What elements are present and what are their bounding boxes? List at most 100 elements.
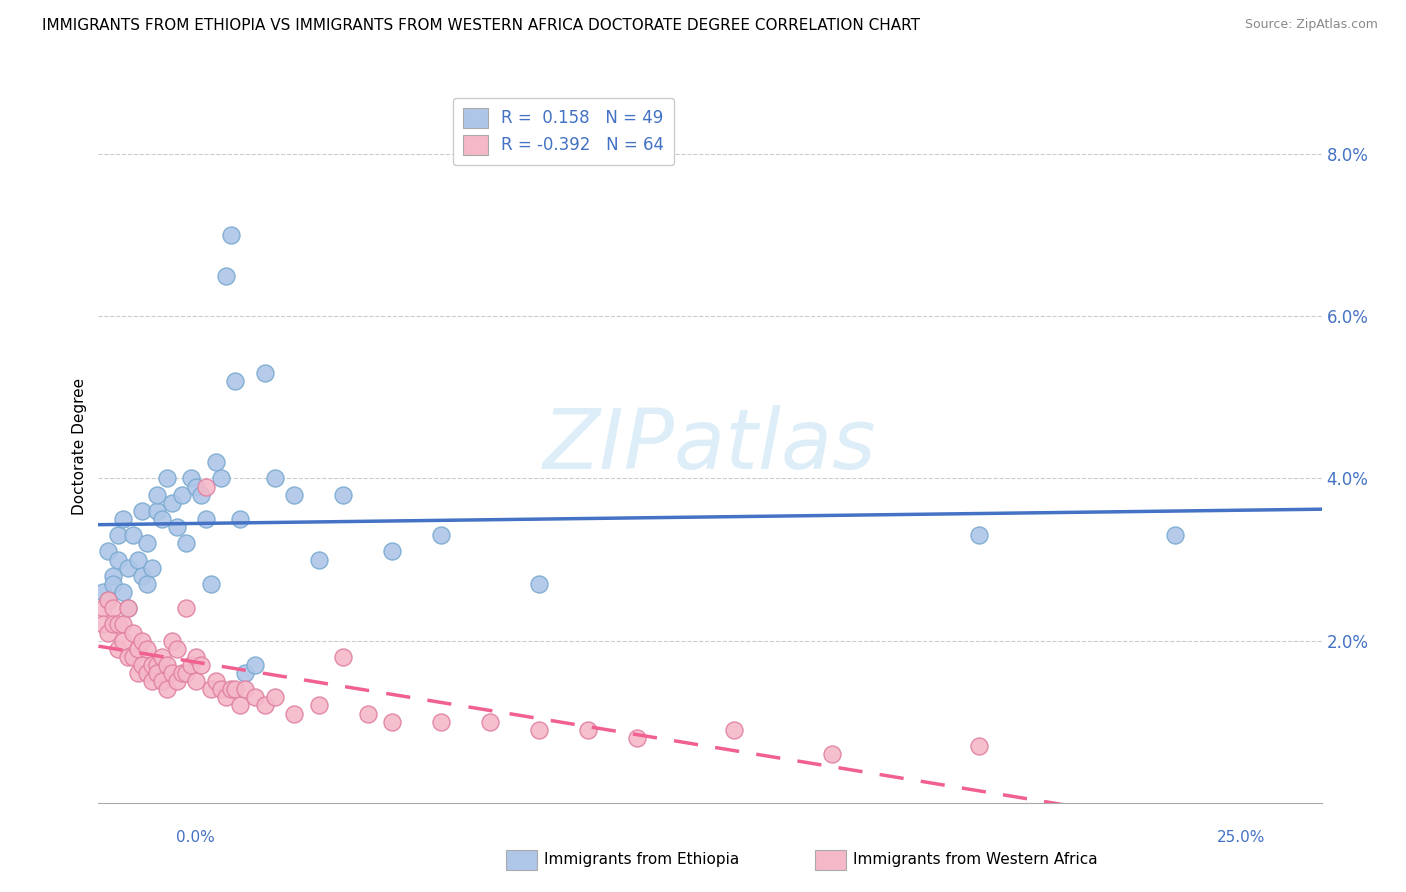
Point — [131, 568, 153, 582]
Point — [150, 674, 173, 689]
Point — [136, 641, 159, 656]
Point — [127, 666, 149, 681]
Point — [229, 698, 252, 713]
Point — [131, 657, 153, 672]
Point — [200, 682, 222, 697]
Point — [967, 739, 990, 753]
Point — [107, 528, 129, 542]
Point — [253, 366, 276, 380]
Point — [190, 657, 212, 672]
Point — [146, 657, 169, 672]
Point — [160, 633, 183, 648]
Point — [97, 593, 120, 607]
Point — [111, 512, 134, 526]
Point — [190, 488, 212, 502]
Point — [136, 536, 159, 550]
Point — [107, 641, 129, 656]
Point — [224, 374, 246, 388]
Point — [283, 706, 305, 721]
Point — [97, 625, 120, 640]
Point — [91, 601, 114, 615]
Point — [263, 471, 285, 485]
Point — [219, 228, 242, 243]
Point — [195, 479, 218, 493]
Point — [146, 504, 169, 518]
Point — [626, 731, 648, 745]
Point — [214, 690, 236, 705]
Point — [243, 690, 266, 705]
Text: 0.0%: 0.0% — [176, 830, 215, 845]
Point — [131, 633, 153, 648]
Point — [121, 528, 143, 542]
Point — [233, 682, 256, 697]
Point — [156, 471, 179, 485]
Point — [186, 479, 208, 493]
Point — [141, 674, 163, 689]
Point — [229, 512, 252, 526]
Point — [107, 552, 129, 566]
Point — [97, 593, 120, 607]
Point — [101, 601, 124, 615]
Point — [1164, 528, 1187, 542]
Point — [356, 706, 378, 721]
Point — [224, 682, 246, 697]
Point — [136, 577, 159, 591]
Point — [263, 690, 285, 705]
Point — [186, 674, 208, 689]
Point — [186, 649, 208, 664]
Legend: R =  0.158   N = 49, R = -0.392   N = 64: R = 0.158 N = 49, R = -0.392 N = 64 — [453, 97, 673, 165]
Point — [243, 657, 266, 672]
Point — [101, 577, 124, 591]
Point — [101, 568, 124, 582]
Point — [253, 698, 276, 713]
Point — [160, 496, 183, 510]
Point — [91, 617, 114, 632]
Point — [478, 714, 501, 729]
Point — [180, 471, 202, 485]
Point — [127, 641, 149, 656]
Text: ZIPatlas: ZIPatlas — [543, 406, 877, 486]
Point — [821, 747, 844, 761]
Point — [332, 649, 354, 664]
Point — [219, 682, 242, 697]
Point — [111, 617, 134, 632]
Point — [332, 488, 354, 502]
Point — [195, 512, 218, 526]
Point — [127, 552, 149, 566]
Point — [214, 268, 236, 283]
Point — [111, 633, 134, 648]
Point — [166, 674, 188, 689]
Point — [160, 666, 183, 681]
Point — [97, 544, 120, 558]
Point — [180, 657, 202, 672]
Point — [430, 528, 453, 542]
Point — [117, 560, 139, 574]
Point — [146, 666, 169, 681]
Point — [176, 666, 198, 681]
Point — [91, 585, 114, 599]
Point — [121, 649, 143, 664]
Point — [111, 585, 134, 599]
Point — [156, 682, 179, 697]
Point — [308, 698, 330, 713]
Point — [107, 617, 129, 632]
Point — [176, 536, 198, 550]
Point — [156, 657, 179, 672]
Point — [117, 649, 139, 664]
Point — [283, 488, 305, 502]
Y-axis label: Doctorate Degree: Doctorate Degree — [72, 377, 87, 515]
Point — [141, 657, 163, 672]
Text: Immigrants from Western Africa: Immigrants from Western Africa — [853, 853, 1098, 867]
Text: 25.0%: 25.0% — [1218, 830, 1265, 845]
Text: IMMIGRANTS FROM ETHIOPIA VS IMMIGRANTS FROM WESTERN AFRICA DOCTORATE DEGREE CORR: IMMIGRANTS FROM ETHIOPIA VS IMMIGRANTS F… — [42, 18, 920, 33]
Point — [121, 625, 143, 640]
Point — [150, 649, 173, 664]
Point — [117, 601, 139, 615]
Point — [150, 512, 173, 526]
Point — [723, 723, 745, 737]
Point — [136, 666, 159, 681]
Point — [967, 528, 990, 542]
Point — [209, 682, 232, 697]
Point — [233, 666, 256, 681]
Point — [205, 674, 228, 689]
